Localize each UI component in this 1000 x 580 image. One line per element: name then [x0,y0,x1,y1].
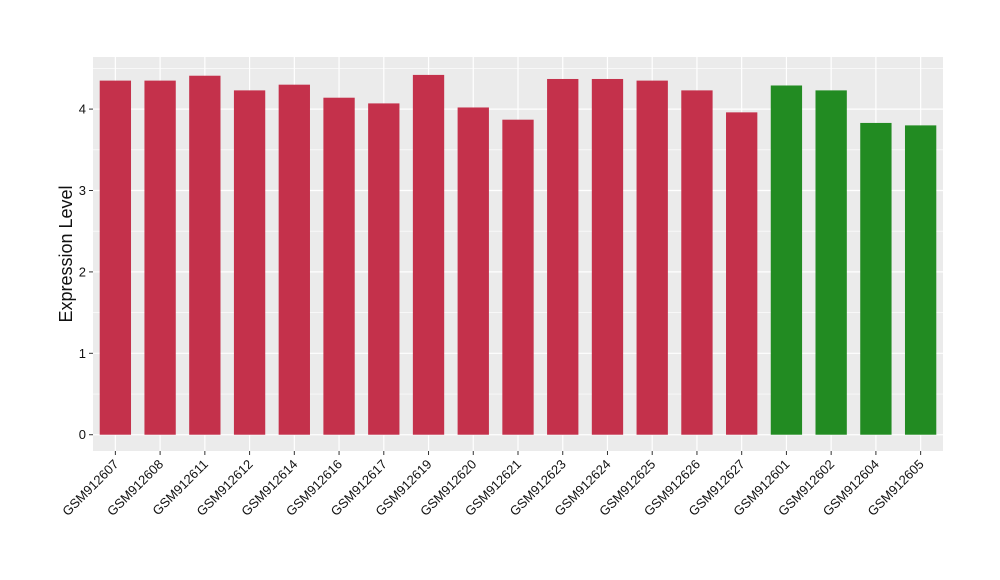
bar [770,85,803,435]
bar [457,107,489,435]
bar [815,90,847,435]
bar [726,112,758,435]
bar [144,80,176,435]
bar [681,90,713,435]
bar [860,122,892,435]
bar [547,78,579,435]
bar [502,119,534,435]
bar [904,125,937,435]
y-tick-label: 3 [79,183,86,198]
bar [591,78,624,435]
bar [412,74,445,435]
bar [278,84,310,435]
y-axis-title: Expression Level [56,185,76,322]
bar [636,80,668,435]
bar [233,90,266,435]
bars [99,74,937,435]
x-axis: GSM912607GSM912608GSM912611GSM912612GSM9… [59,451,927,519]
bar [189,75,221,435]
bar [368,103,400,435]
bar [323,97,355,435]
bar [99,80,132,435]
y-tick-label: 1 [79,346,86,361]
y-tick-label: 0 [79,427,86,442]
y-tick-label: 2 [79,264,86,279]
y-axis: 0 1 2 3 4 [79,102,93,442]
y-tick-label: 4 [79,102,86,117]
